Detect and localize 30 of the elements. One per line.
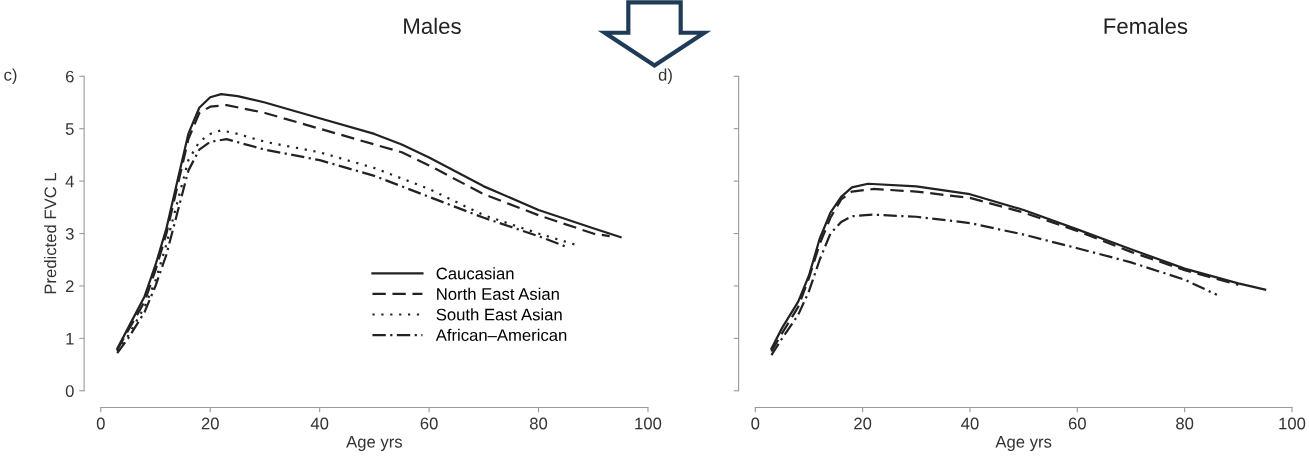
y-tick-label: 2 bbox=[65, 280, 74, 292]
text: d) bbox=[658, 68, 672, 85]
y-tick-label: 5 bbox=[65, 123, 74, 135]
x-tick-label: 100 bbox=[1279, 417, 1306, 430]
x-tick-label: 40 bbox=[961, 417, 979, 430]
legend-label: Caucasian bbox=[436, 267, 514, 280]
x-tick-label: 0 bbox=[751, 417, 760, 430]
x-tick-label: 20 bbox=[201, 417, 219, 430]
x-tick-label: 0 bbox=[96, 417, 105, 430]
x-tick-label: 60 bbox=[420, 417, 438, 430]
chart-title: Males bbox=[404, 17, 461, 35]
x-tick-label: 60 bbox=[1068, 417, 1086, 430]
y-tick-label: 6 bbox=[65, 70, 74, 83]
x-tick-label: 80 bbox=[1176, 417, 1194, 430]
x-tick-label: 100 bbox=[635, 417, 662, 430]
y-axis-title: Predicted FVC L bbox=[44, 172, 57, 294]
y-tick-label: 0 bbox=[65, 385, 74, 397]
x-tick-label: 20 bbox=[854, 417, 872, 430]
legend-label: South East Asian bbox=[436, 308, 562, 321]
legend-label: African–American bbox=[435, 328, 567, 342]
x-tick-label: 40 bbox=[310, 417, 329, 430]
x-axis-title: Age yrs bbox=[346, 436, 403, 452]
y-tick-label: 1 bbox=[66, 332, 74, 345]
x-tick-label: 80 bbox=[529, 417, 548, 430]
text: c) bbox=[4, 68, 17, 85]
x-axis-title: Age yrs bbox=[995, 436, 1052, 452]
chart-title: Females bbox=[1104, 17, 1188, 35]
legend-label: North East Asian bbox=[437, 287, 559, 300]
y-tick-label: 3 bbox=[65, 227, 74, 240]
y-tick-label: 4 bbox=[65, 175, 74, 188]
